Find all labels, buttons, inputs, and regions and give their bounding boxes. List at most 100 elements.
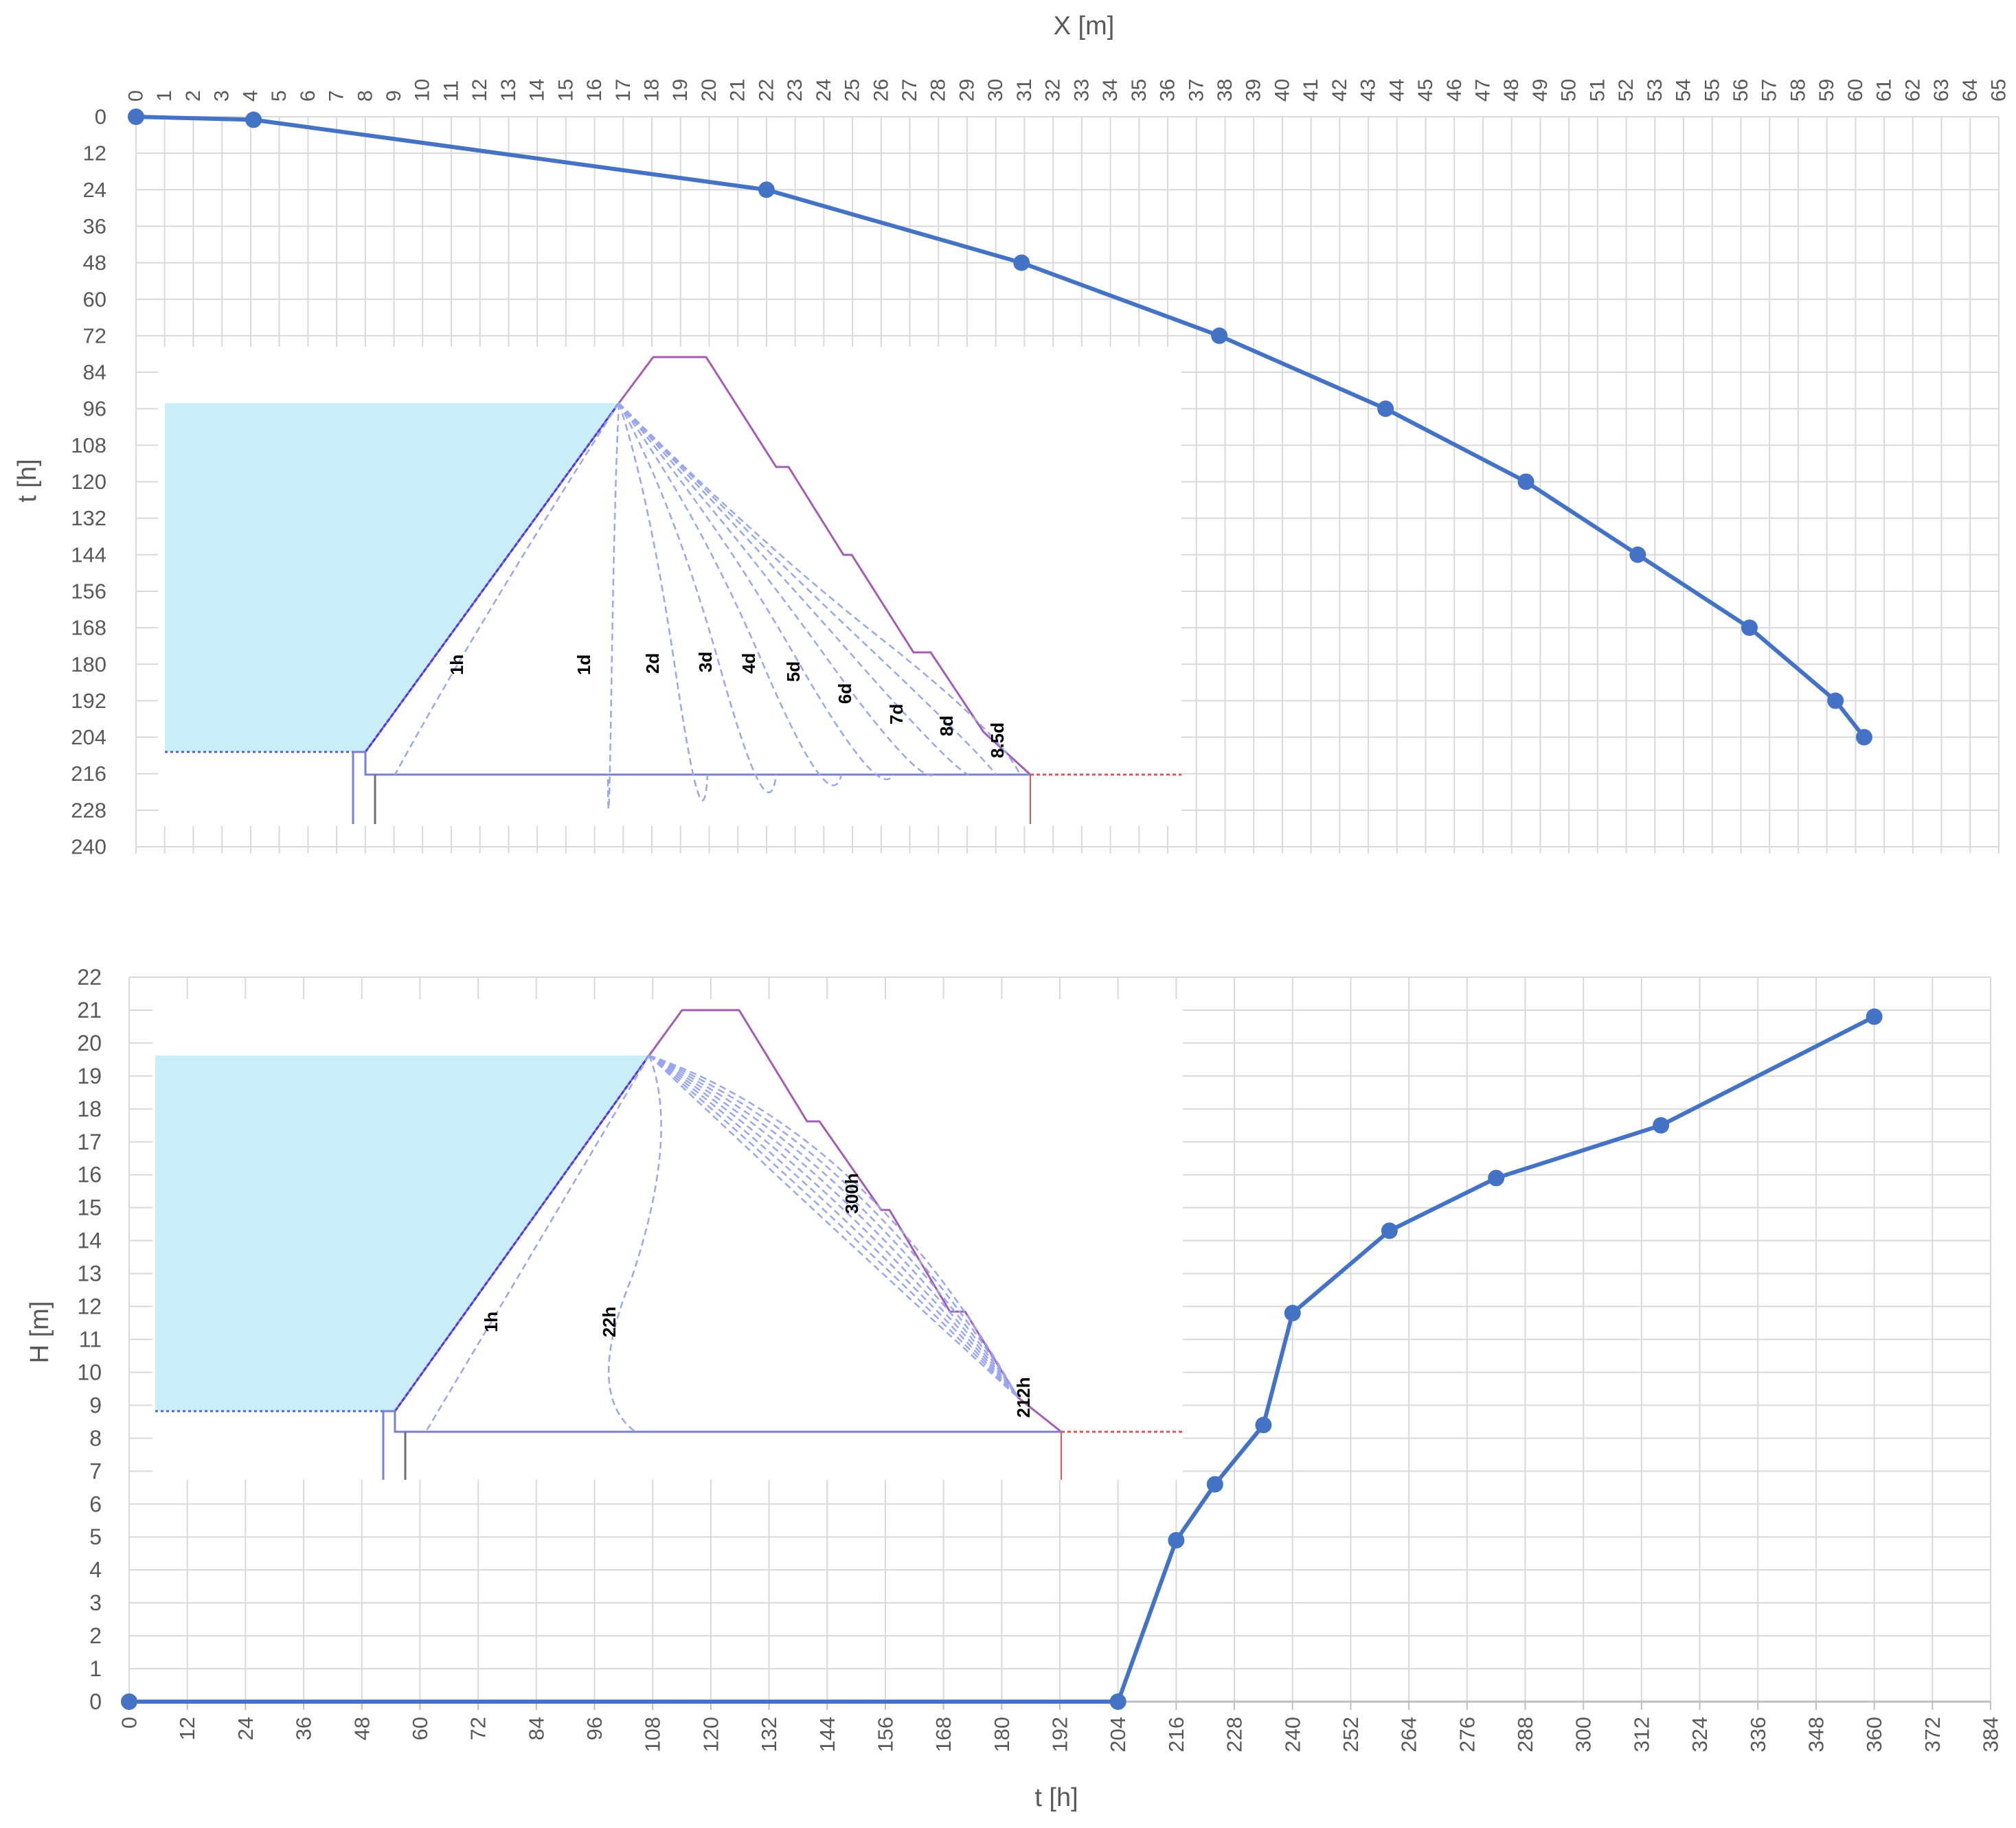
upper-x-tick-label: 44 (1385, 79, 1408, 102)
lower-inset-seepage-curve (424, 1055, 650, 1432)
upper-inset-seepage-curve (618, 402, 778, 794)
upper-y-tick-label: 72 (83, 323, 106, 347)
lower-y-tick-label: 3 (89, 1590, 102, 1615)
lower-x-tick-label: 312 (1629, 1717, 1653, 1752)
lower-inset-seepage-curve (648, 1054, 1019, 1398)
lower-series-point (1109, 1693, 1126, 1710)
upper-y-tick-label: 180 (71, 652, 106, 676)
upper-x-tick-label: 6 (297, 90, 319, 102)
upper-x-tick-label: 39 (1243, 79, 1265, 102)
lower-x-tick-label: 372 (1921, 1717, 1945, 1752)
lower-series-point (121, 1693, 137, 1710)
upper-x-tick-label: 25 (841, 79, 864, 102)
upper-series-point (1377, 400, 1394, 418)
upper-x-tick-label: 26 (870, 79, 892, 102)
upper-y-tick-label: 108 (71, 433, 106, 457)
upper-series-point (1629, 546, 1646, 563)
upper-x-tick-label: 63 (1930, 79, 1953, 102)
lower-y-tick-label: 18 (77, 1097, 102, 1121)
upper-inset-curve-label: 6d (835, 683, 855, 704)
upper-x-tick-label: 38 (1214, 79, 1236, 102)
upper-x-tick-label: 36 (1157, 79, 1179, 102)
upper-y-tick-label: 48 (83, 251, 106, 275)
lower-series-line (129, 1014, 1875, 1704)
lower-x-tick-label: 360 (1862, 1717, 1886, 1752)
lower-x-tick-label: 84 (524, 1717, 548, 1740)
upper-series-point (758, 181, 775, 198)
upper-x-tick-label: 9 (383, 90, 405, 102)
upper-x-tick-label: 12 (468, 79, 491, 102)
lower-y-tick-label: 10 (77, 1360, 102, 1384)
lower-x-tick-label: 228 (1223, 1717, 1247, 1752)
lower-x-tick-label: 108 (641, 1717, 665, 1752)
upper-y-tick-label: 12 (83, 141, 106, 165)
lower-y-tick-label: 15 (77, 1196, 102, 1220)
lower-x-tick-label: 96 (582, 1717, 607, 1740)
upper-y-axis-title: t [h] (13, 459, 42, 502)
lower-inset-seepage-curve (648, 1054, 1019, 1398)
upper-x-tick-label: 47 (1471, 79, 1494, 102)
upper-x-tick-label: 51 (1586, 79, 1609, 102)
upper-x-tick-label: 1 (153, 90, 176, 102)
lower-x-tick-label: 216 (1164, 1717, 1188, 1752)
lower-y-tick-label: 16 (77, 1163, 102, 1187)
upper-x-tick-label: 28 (927, 79, 950, 102)
lower-y-tick-label: 7 (89, 1459, 102, 1483)
upper-series-point (1827, 692, 1844, 709)
upper-x-tick-label: 53 (1644, 79, 1666, 102)
upper-x-tick-label: 24 (813, 79, 835, 102)
upper-inset-curve-label: 8.5d (987, 722, 1008, 758)
lower-series-point (1168, 1532, 1185, 1549)
lower-x-tick-label: 24 (234, 1717, 258, 1740)
lower-x-tick-label: 60 (408, 1717, 432, 1740)
lower-series-point (1381, 1222, 1398, 1239)
upper-x-tick-label: 43 (1357, 79, 1380, 102)
upper-inset-seepage-curve (607, 402, 620, 810)
upper-inset-seepage-curve (618, 402, 969, 776)
upper-inset-curve-label: 4d (738, 653, 759, 674)
upper-x-tick-label: 35 (1128, 79, 1151, 102)
lower-inset-seepage-curve (648, 1054, 1019, 1398)
upper-inset-seepage-curve (618, 402, 997, 775)
lower-x-tick-label: 276 (1455, 1717, 1479, 1752)
upper-x-tick-label: 4 (239, 90, 262, 102)
lower-x-tick-label: 192 (1048, 1717, 1072, 1752)
lower-y-tick-label: 6 (89, 1492, 102, 1516)
upper-y-tick-label: 144 (71, 542, 106, 567)
lower-chart-axes: 0 12 24 36 48 60 72 84 96 108 120 132 144 156 168 180 19… (25, 965, 2003, 1812)
lower-y-tick-label: 5 (89, 1524, 102, 1549)
lower-x-tick-label: 264 (1397, 1717, 1421, 1752)
upper-chart-series (128, 108, 1872, 746)
upper-series-point (1855, 729, 1872, 746)
upper-inset-seepage-curve (618, 402, 935, 777)
upper-inset-seepage-curve (618, 402, 894, 781)
upper-y-tick-label: 156 (71, 579, 106, 603)
lower-y-tick-label: 21 (77, 998, 102, 1022)
lower-y-tick-label: 19 (77, 1064, 102, 1088)
upper-x-tick-label: 33 (1070, 79, 1093, 102)
lower-x-tick-label: 0 (117, 1717, 141, 1728)
lower-series-point (1653, 1117, 1670, 1134)
lower-x-tick-label: 168 (931, 1717, 955, 1752)
lower-y-tick-label: 13 (77, 1261, 102, 1286)
lower-inset-base-line (382, 1410, 1061, 1480)
lower-x-tick-label: 336 (1746, 1717, 1770, 1752)
lower-x-tick-label: 252 (1339, 1717, 1363, 1752)
upper-y-tick-label: 132 (71, 506, 106, 530)
upper-inset-dam-outline (364, 356, 1032, 776)
lower-inset-seepage-curve (648, 1055, 1019, 1398)
upper-y-tick-label: 192 (71, 689, 106, 713)
upper-inset-upstream-face (364, 402, 620, 753)
upper-x-tick-label: 15 (554, 79, 577, 102)
upper-x-tick-label: 52 (1615, 79, 1638, 102)
upper-inset-curve-label: 1d (574, 654, 594, 675)
lower-series-point (1866, 1008, 1883, 1025)
upper-x-tick-label: 60 (1844, 79, 1867, 102)
lower-chart-series (121, 1008, 1883, 1710)
lower-inset-curve-label: 212h (1013, 1377, 1034, 1417)
upper-series-point (1517, 473, 1534, 490)
lower-inset-curve-label: 300h (841, 1173, 862, 1213)
upper-inset-seepage-curve (618, 402, 709, 801)
